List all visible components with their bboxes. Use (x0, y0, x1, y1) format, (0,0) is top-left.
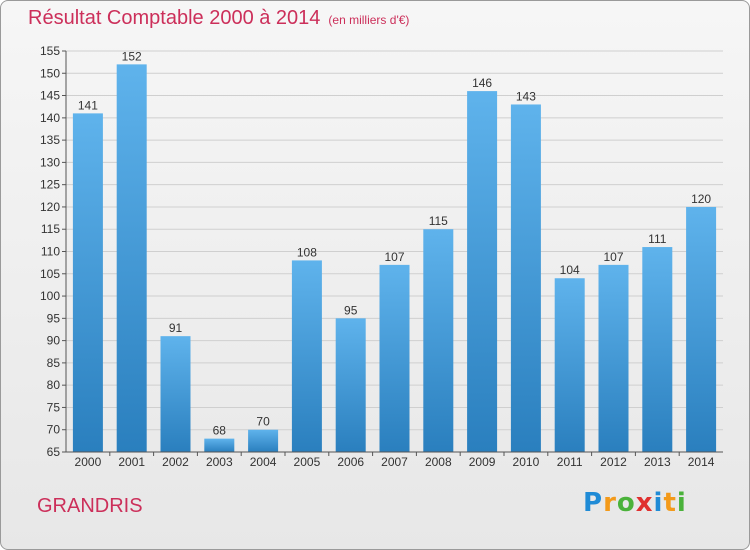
logo-letter: x (635, 488, 654, 518)
y-tick-label: 120 (40, 200, 60, 214)
x-tick-label: 2003 (206, 455, 233, 469)
y-tick-label: 130 (40, 155, 60, 169)
data-label: 68 (213, 424, 227, 438)
proxiti-logo: Proxiti (583, 488, 687, 518)
y-tick-label: 65 (47, 445, 61, 459)
bar-2009 (467, 91, 498, 452)
logo-letter: o (616, 488, 636, 518)
data-label: 152 (122, 49, 142, 63)
bar-2002 (160, 336, 191, 452)
x-tick-label: 2001 (118, 455, 145, 469)
bar-2011 (554, 278, 585, 452)
bar-2013 (642, 247, 673, 452)
data-label: 91 (169, 321, 183, 335)
y-tick-label: 95 (47, 311, 61, 325)
x-tick-label: 2009 (469, 455, 496, 469)
data-label: 95 (344, 303, 358, 317)
bar-2010 (510, 104, 541, 452)
y-tick-label: 115 (41, 222, 60, 236)
x-tick-label: 2000 (75, 455, 102, 469)
data-label: 107 (384, 250, 404, 264)
bar-2003 (204, 438, 235, 452)
y-tick-label: 110 (41, 245, 60, 259)
x-tick-label: 2012 (600, 455, 627, 469)
data-label: 111 (648, 232, 667, 246)
data-labels: 141 152 91 68 70 108 95 107 115 146 143 104 107 111 12… (78, 49, 712, 437)
y-tick-label: 80 (47, 378, 61, 392)
bars (72, 64, 717, 452)
logo-letter: r (603, 488, 617, 518)
x-tick-label: 2004 (250, 455, 277, 469)
data-label: 107 (603, 250, 623, 264)
x-tick-label: 2006 (337, 455, 364, 469)
logo-letter: i (676, 488, 687, 518)
y-tick-label: 135 (40, 133, 60, 147)
x-tick-label: 2005 (294, 455, 321, 469)
data-label: 104 (560, 263, 580, 277)
bar-2001 (116, 64, 147, 452)
data-label: 115 (429, 214, 448, 228)
data-label: 108 (297, 245, 317, 259)
logo-letter: i (653, 488, 664, 518)
y-axis-ticks: 65 70 75 80 85 90 95 100 105 110 115 120 125 130 135 14… (40, 44, 66, 459)
logo-letter: t (663, 488, 677, 518)
data-label: 143 (516, 89, 536, 103)
bar-2005 (291, 260, 322, 452)
bar-2008 (423, 229, 454, 452)
data-label: 70 (256, 415, 270, 429)
y-tick-label: 125 (40, 178, 60, 192)
y-tick-label: 155 (40, 44, 60, 58)
x-tick-label: 2011 (557, 455, 583, 469)
bar-2012 (598, 264, 629, 452)
data-label: 120 (691, 192, 711, 206)
x-tick-label: 2002 (162, 455, 189, 469)
y-tick-label: 70 (47, 423, 61, 437)
x-tick-label: 2008 (425, 455, 452, 469)
town-name: GRANDRIS (37, 495, 143, 517)
bar-2006 (335, 318, 366, 452)
bar-2000 (72, 113, 103, 452)
chart-title: Résultat Comptable 2000 à 2014 (en millie… (28, 7, 409, 30)
x-tick-label: 2013 (644, 455, 671, 469)
y-tick-label: 145 (40, 89, 60, 103)
bar-2007 (379, 264, 410, 452)
x-tick-label: 2007 (381, 455, 408, 469)
x-tick-label: 2014 (688, 455, 715, 469)
y-tick-label: 105 (40, 267, 60, 281)
y-tick-label: 100 (40, 289, 60, 303)
y-tick-label: 90 (47, 334, 61, 348)
chart-title-main: Résultat Comptable 2000 à 2014 (28, 7, 321, 29)
bar-2004 (248, 429, 279, 452)
y-tick-label: 75 (47, 400, 61, 414)
data-label: 146 (472, 76, 492, 90)
x-tick-label: 2010 (513, 455, 540, 469)
y-tick-label: 85 (47, 356, 61, 370)
y-tick-label: 150 (40, 66, 60, 80)
logo-letter: P (583, 488, 604, 518)
chart-title-unit: (en milliers d'€) (328, 13, 410, 27)
y-tick-label: 140 (40, 111, 60, 125)
bar-2014 (686, 206, 717, 452)
x-axis-ticks: 2000 2001 2002 2003 2004 2005 2006 2007 2008 2009… (75, 452, 715, 469)
data-label: 141 (78, 98, 98, 112)
